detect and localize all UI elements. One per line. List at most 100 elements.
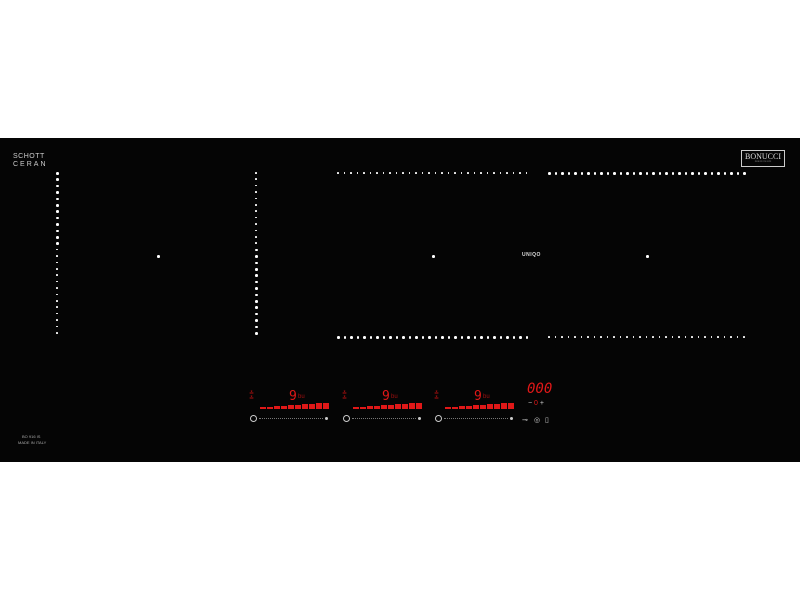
zone-marker-dot [574,336,576,338]
zone-marker-dot [56,178,59,181]
power-bar-segment[interactable] [409,403,415,409]
power-bar-segment[interactable] [480,404,486,409]
power-bar-segment[interactable] [281,405,287,409]
center-label: UNIQO [522,252,541,258]
power-bar-segment[interactable] [487,404,493,409]
power-bar-segment[interactable] [302,404,308,409]
zone-marker-dot [255,210,257,212]
power-bar-segment[interactable] [459,406,465,409]
power-bar-segment[interactable] [395,404,401,409]
zone-marker-dot [519,336,522,339]
zone-control-2[interactable]: ≛ ≛ 9 bu [340,390,430,424]
zone-marker-dot [671,172,674,175]
zone-marker-dot [710,172,713,175]
power-bar-segment[interactable] [501,403,507,409]
power-bar-segment[interactable] [508,402,514,409]
zone-marker-dot [343,336,346,339]
zone-marker-dot [645,172,648,175]
zone-marker-dot [56,229,59,233]
power-bar-segment[interactable] [494,403,500,409]
power-bar-segment[interactable] [473,405,479,409]
zone-marker-dot [467,336,470,339]
zone-marker-dot [593,172,596,175]
zone-marker-dot [428,336,431,339]
timer-plus-button[interactable]: + [539,400,544,407]
zone-marker-dot [389,172,391,174]
zone-marker-dot [600,336,602,338]
zone-select-icon[interactable] [250,415,257,422]
power-bar-segment[interactable] [353,407,359,409]
slider-track[interactable] [352,418,416,419]
power-bar-segment[interactable] [466,405,472,409]
power-bar-segment[interactable] [274,406,280,409]
zone-marker-dot [421,336,424,339]
zone-marker-dot [554,336,556,338]
zone-marker-dot [56,332,58,334]
power-bar-segment[interactable] [309,403,315,409]
level-unit: bu [391,394,398,400]
zone-marker-dot [499,336,502,339]
power-bar-segment[interactable] [288,405,294,409]
power-bar-segment[interactable] [381,405,387,409]
power-bar-segment[interactable] [260,407,266,409]
lock-key-icon[interactable]: ⊸ [522,417,528,424]
zone-marker-dot [255,172,257,174]
zone-marker-dot [626,336,628,338]
zone-marker-dot [619,336,621,338]
zone-marker-dot [56,312,58,315]
zone-marker-dot [587,172,590,175]
zone-marker-dot [454,336,457,339]
power-bar-segment[interactable] [374,405,380,409]
zone-marker-dot [434,172,436,174]
zone-marker-dot [499,172,501,174]
zone-marker-dot [743,172,746,175]
power-bar-segment[interactable] [323,402,329,409]
zone-marker-dot [639,172,642,175]
zone-control-1[interactable]: ≛ ≛ 9 bu [247,390,337,424]
power-bar-segment[interactable] [367,406,373,409]
power-bar-segment[interactable] [388,404,394,409]
brand-tagline: DESIGN FOR LIFE [754,161,772,163]
zone-control-3[interactable]: ≛ ≛ 9 bu [432,390,522,424]
power-bar-segment[interactable] [360,406,366,409]
zone-marker-dot [619,172,622,175]
zone-marker-dot [697,172,700,175]
zone-marker-dot [356,336,359,339]
zone-marker-dot [395,336,398,339]
timer-minus-button[interactable]: − [528,400,533,407]
pause-icon[interactable]: ▯ [545,417,549,424]
zone-marker-dot [447,336,450,339]
zone-select-icon[interactable] [343,415,350,422]
power-icon[interactable]: ◎ [534,417,541,424]
zone-marker-dot [56,300,58,302]
zone-marker-dot [506,336,509,339]
zone-marker-dot [652,172,655,175]
zone-marker-dot [606,172,609,175]
power-bar-segment[interactable] [316,403,322,409]
zone-marker-dot [743,336,745,338]
zone-marker-dot [717,336,719,338]
slider-track[interactable] [444,418,508,419]
zone-marker-dot [255,216,257,219]
zone-marker-dot [255,255,258,258]
power-bar-segment[interactable] [402,403,408,409]
power-bar-segment[interactable] [267,406,273,409]
zone-marker-dot [486,336,489,339]
zone-marker-dot [480,336,483,339]
zone-marker-dot [350,336,353,339]
power-bar-segment[interactable] [445,407,451,409]
power-bar-segment[interactable] [295,404,301,409]
slider-track[interactable] [259,418,323,419]
zone-marker-dot [454,172,456,174]
zone-marker-dot [473,172,475,174]
power-bar-segment[interactable] [452,406,458,409]
zone-marker-dot [56,268,58,270]
timer-display: 000 [527,381,553,397]
zone-marker-dot [56,306,58,308]
power-bar-segment[interactable] [416,402,422,409]
zone-marker-dot [432,255,435,258]
zone-marker-dot [337,336,340,339]
zone-select-icon[interactable] [435,415,442,422]
zone-marker-dot [691,172,694,175]
zone-marker-dot [441,172,443,174]
